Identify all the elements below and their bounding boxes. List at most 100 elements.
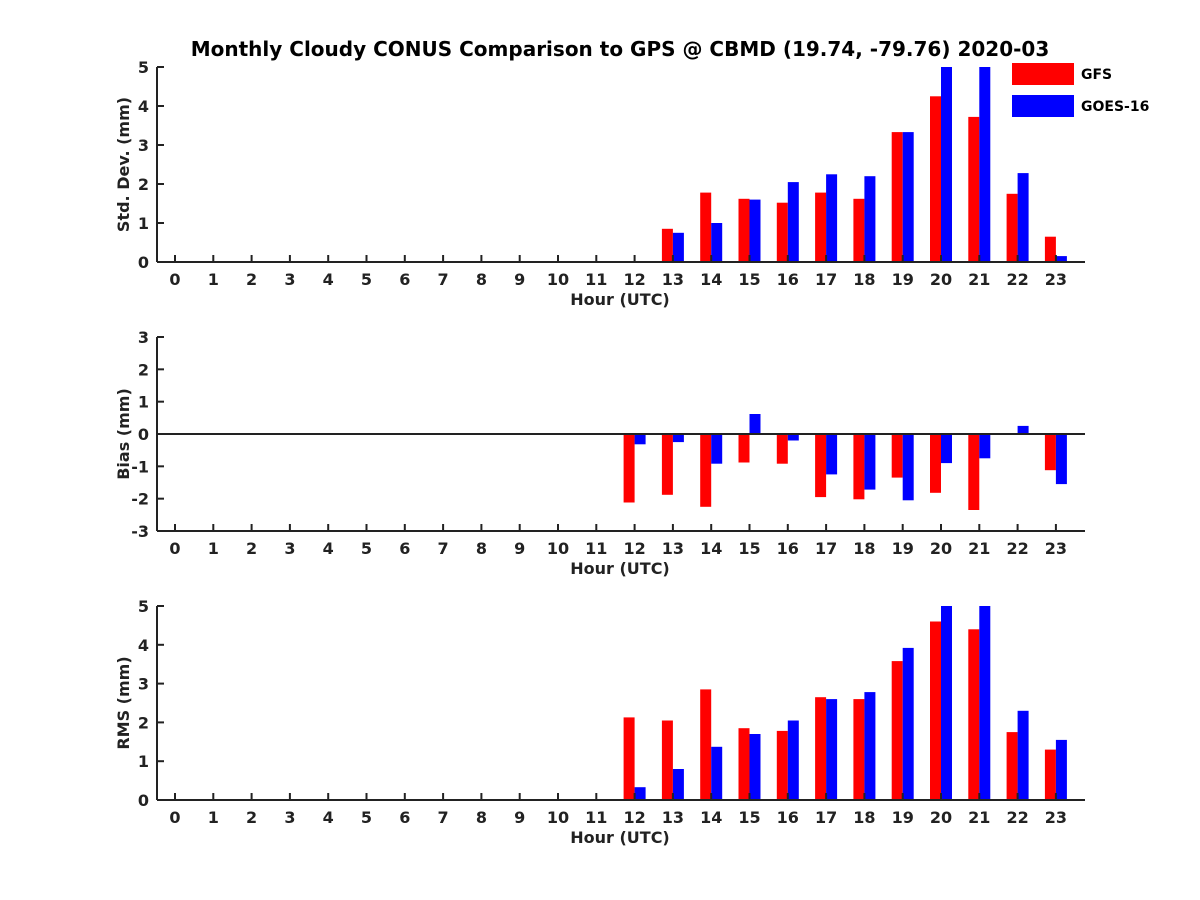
bar-gfs-hour-13 (661, 228, 673, 262)
bar-goes-16-hour-23 (1055, 739, 1067, 800)
y-tick-label: 4 (138, 97, 149, 116)
bar-gfs-hour-15 (738, 434, 750, 463)
bar-gfs-hour-23 (1044, 434, 1056, 471)
x-tick-label: 4 (323, 270, 334, 289)
x-tick-label: 22 (1006, 539, 1028, 558)
x-tick-label: 9 (514, 539, 525, 558)
y-tick-label: 2 (138, 175, 149, 194)
x-tick-label: 2 (246, 539, 257, 558)
bar-goes-16-hour-13 (672, 769, 684, 800)
bar-goes-16-hour-18 (864, 434, 876, 490)
x-tick-label: 8 (476, 539, 487, 558)
x-tick-label: 12 (623, 808, 645, 827)
bar-gfs-hour-21 (968, 116, 980, 263)
bar-gfs-hour-16 (776, 202, 788, 262)
x-tick-label: 12 (623, 539, 645, 558)
x-tick-label: 6 (399, 270, 410, 289)
x-tick-label: 23 (1045, 270, 1067, 289)
y-tick-label: 4 (138, 636, 149, 655)
x-tick-label: 23 (1045, 808, 1067, 827)
x-tick-label: 6 (399, 808, 410, 827)
legend-label-goes-16: GOES-16 (1081, 99, 1149, 115)
x-tick-label: 11 (585, 539, 607, 558)
bar-gfs-hour-15 (738, 198, 750, 262)
bar-gfs-hour-14 (700, 434, 712, 507)
x-tick-label: 11 (585, 808, 607, 827)
x-tick-label: 21 (968, 808, 990, 827)
y-tick-label: 1 (138, 393, 149, 412)
bar-gfs-hour-22 (1006, 732, 1018, 800)
bar-gfs-hour-13 (661, 720, 673, 800)
x-tick-label: 21 (968, 539, 990, 558)
bar-gfs-hour-20 (930, 96, 941, 263)
bar-goes-16-hour-14 (711, 746, 723, 800)
bar-goes-16-hour-22 (1017, 173, 1029, 262)
x-tick-label: 12 (623, 270, 645, 289)
x-tick-label: 9 (514, 270, 525, 289)
x-tick-label: 10 (547, 270, 569, 289)
x-tick-label: 3 (284, 539, 295, 558)
bar-gfs-hour-20 (930, 434, 941, 493)
bar-gfs-hour-16 (776, 434, 788, 464)
x-tick-label: 10 (547, 539, 569, 558)
x-tick-label: 9 (514, 808, 525, 827)
bar-goes-16-hour-15 (749, 734, 761, 800)
bar-gfs-hour-13 (661, 434, 673, 495)
bar-goes-16-hour-15 (749, 199, 761, 262)
bar-gfs-hour-21 (968, 629, 980, 800)
bar-gfs-hour-14 (700, 689, 712, 800)
y-axis-label: Bias (mm) (114, 388, 133, 480)
x-tick-label: 22 (1006, 808, 1028, 827)
x-tick-label: 0 (169, 539, 180, 558)
bar-gfs-hour-19 (891, 661, 903, 800)
x-tick-label: 19 (892, 808, 914, 827)
x-axis-label: Hour (UTC) (570, 559, 670, 578)
bar-goes-16-hour-22 (1017, 425, 1029, 434)
bar-goes-16-hour-21 (979, 606, 991, 800)
bar-goes-16-hour-17 (826, 174, 838, 263)
y-tick-label: -3 (131, 522, 149, 541)
bar-gfs-hour-12 (623, 434, 635, 503)
x-tick-label: 4 (323, 539, 334, 558)
y-axis-label: RMS (mm) (114, 656, 133, 749)
x-tick-label: 6 (399, 539, 410, 558)
bar-gfs-hour-18 (853, 198, 865, 262)
bar-gfs-hour-19 (891, 132, 903, 262)
bar-goes-16-hour-19 (902, 647, 914, 800)
bar-gfs-hour-20 (930, 621, 941, 800)
y-tick-label: 1 (138, 752, 149, 771)
x-tick-label: 14 (700, 270, 722, 289)
x-tick-label: 22 (1006, 270, 1028, 289)
x-tick-label: 7 (438, 539, 449, 558)
bar-goes-16-hour-13 (672, 232, 684, 263)
y-axis-label: Std. Dev. (mm) (114, 97, 133, 232)
legend-swatch-gfs (1012, 63, 1074, 85)
bar-goes-16-hour-19 (902, 132, 914, 262)
bar-goes-16-hour-16 (787, 434, 799, 441)
x-tick-label: 5 (361, 270, 372, 289)
bar-goes-16-hour-14 (711, 434, 723, 464)
bar-gfs-hour-23 (1044, 236, 1056, 262)
x-tick-label: 19 (892, 270, 914, 289)
x-tick-label: 16 (777, 808, 799, 827)
x-tick-label: 17 (815, 808, 837, 827)
legend-label-gfs: GFS (1081, 67, 1112, 83)
bar-goes-16-hour-16 (787, 182, 799, 262)
figure-title: Monthly Cloudy CONUS Comparison to GPS @… (191, 37, 1050, 61)
legend: GFS GOES-16 (1012, 63, 1149, 117)
bar-goes-16-hour-23 (1055, 256, 1067, 262)
bar-goes-16-hour-17 (826, 699, 838, 800)
x-tick-label: 3 (284, 808, 295, 827)
x-tick-label: 2 (246, 808, 257, 827)
x-tick-label: 13 (662, 539, 684, 558)
bar-gfs-hour-21 (968, 434, 980, 510)
bar-goes-16-hour-20 (941, 606, 952, 800)
bar-goes-16-hour-21 (979, 434, 991, 459)
bar-goes-16-hour-20 (941, 434, 952, 464)
x-tick-label: 20 (930, 808, 952, 827)
